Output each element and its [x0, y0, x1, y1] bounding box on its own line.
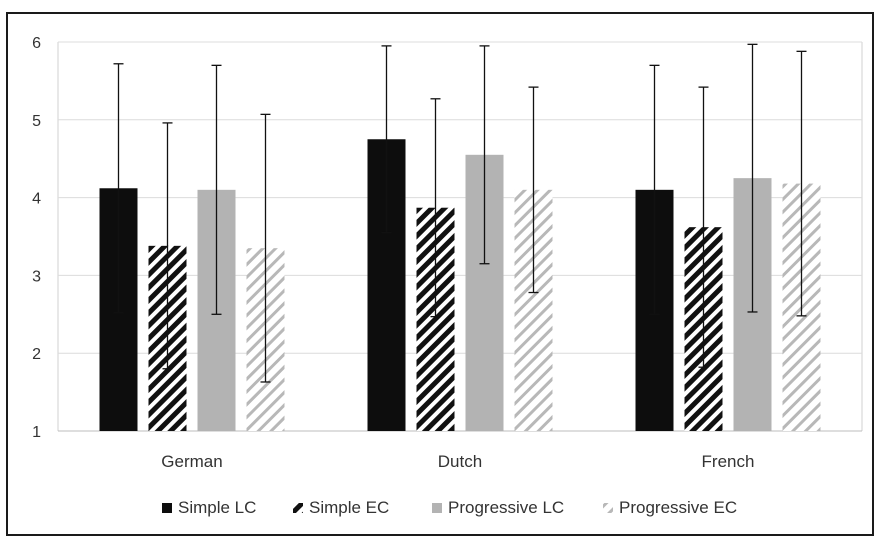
y-tick-label: 4 — [32, 191, 41, 208]
bars — [99, 139, 821, 431]
x-axis-categories: German Dutch French — [161, 452, 754, 471]
x-category-label: German — [161, 452, 222, 471]
y-tick-label: 3 — [32, 268, 41, 285]
x-category-label: Dutch — [438, 452, 482, 471]
y-tick-label: 6 — [32, 35, 41, 52]
legend: Simple LC Simple EC Progressive LC Progress… — [162, 498, 737, 517]
gridlines — [57, 41, 863, 432]
error-bars — [113, 43, 807, 383]
y-tick-label: 1 — [32, 424, 41, 441]
y-tick-label: 2 — [32, 346, 41, 363]
legend-swatch — [432, 503, 442, 513]
legend-swatch — [162, 503, 172, 513]
y-tick-label: 5 — [32, 113, 41, 130]
x-category-label: French — [702, 452, 755, 471]
legend-label: Progressive EC — [619, 498, 737, 517]
legend-label: Progressive LC — [448, 498, 564, 517]
legend-label: Simple LC — [178, 498, 256, 517]
legend-swatch — [293, 503, 303, 513]
legend-label: Simple EC — [309, 498, 389, 517]
y-axis-ticks: 1 2 3 4 5 6 — [32, 35, 41, 441]
legend-swatch — [603, 503, 613, 513]
